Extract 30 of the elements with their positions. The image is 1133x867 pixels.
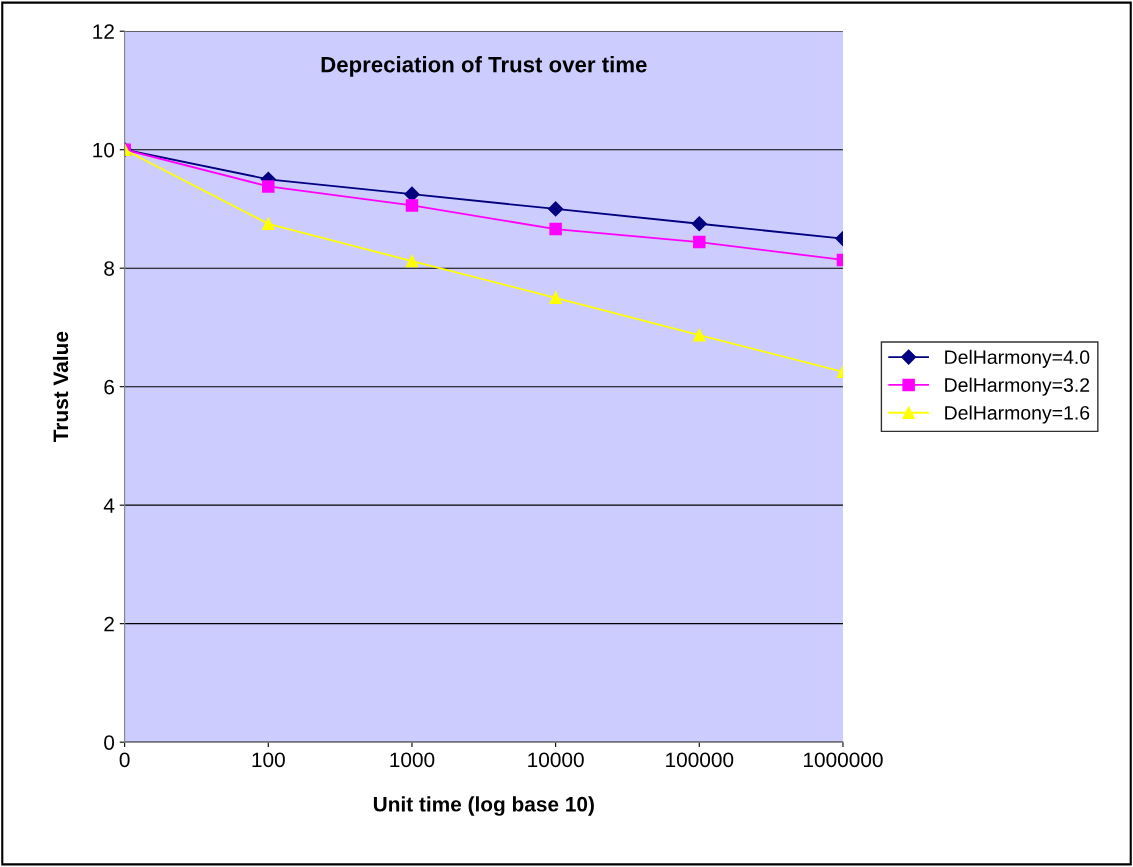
legend-label: DelHarmony=3.2 xyxy=(945,377,1090,396)
x-tick-label: 1000 xyxy=(390,752,435,768)
point xyxy=(693,235,706,249)
y-tick-label: 4 xyxy=(103,498,115,513)
point xyxy=(549,222,562,236)
point xyxy=(405,199,419,212)
text: Depreciation of Trust over time xyxy=(321,56,647,77)
x-tick-label: 1000000 xyxy=(803,752,883,768)
point xyxy=(262,217,275,231)
x-tick-label: 10000 xyxy=(528,752,584,768)
point xyxy=(549,291,562,305)
y-tick-label: 0 xyxy=(104,735,115,750)
x-tick-label: 100 xyxy=(252,752,285,768)
legend-label: DelHarmony=4.0 xyxy=(945,349,1090,368)
y-tick-label: 2 xyxy=(104,616,114,632)
y-tick-label: 12 xyxy=(93,24,114,39)
y-tick-label: 10 xyxy=(93,142,115,158)
x-tick-label: 0 xyxy=(119,752,130,768)
point xyxy=(404,186,420,202)
legend-label: DelHarmony=1.6 xyxy=(945,405,1090,424)
point xyxy=(691,216,707,232)
y-tick-label: 8 xyxy=(104,261,114,276)
y-axis-title: Trust Value xyxy=(52,331,69,443)
point xyxy=(405,254,419,268)
point xyxy=(262,180,275,193)
point xyxy=(693,328,706,342)
x-axis-title: Unit time (log base 10) xyxy=(373,796,594,816)
point xyxy=(548,201,564,217)
x-tick-label: 100000 xyxy=(666,752,734,768)
y-tick-label: 6 xyxy=(104,379,114,395)
